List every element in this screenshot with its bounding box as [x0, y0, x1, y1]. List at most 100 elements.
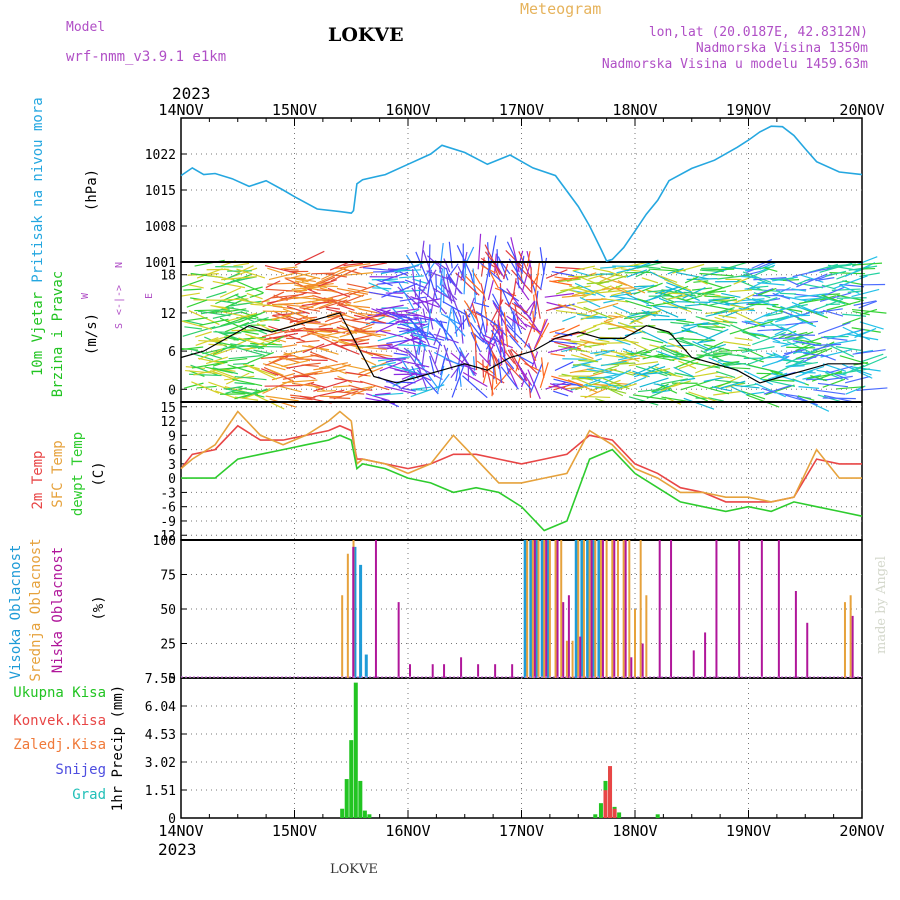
wind-barb — [351, 314, 385, 321]
wind-barb — [786, 346, 816, 349]
wind-barb — [709, 298, 738, 306]
wind-barb — [315, 269, 349, 284]
wind-barb — [271, 310, 303, 321]
wind-barb — [756, 287, 774, 296]
wind-barb — [772, 340, 790, 345]
wind-barb — [785, 320, 819, 326]
wind-barb — [763, 384, 792, 395]
wind-barb — [825, 270, 847, 277]
y-tick-label-clouds: 25 — [160, 638, 176, 653]
wind-barb — [603, 377, 630, 390]
y-tick-label-wind: 18 — [160, 269, 176, 284]
wind-barb — [463, 300, 478, 320]
precip-bar — [349, 740, 354, 818]
wind-barb — [196, 268, 223, 279]
wind-barb — [374, 392, 391, 396]
wind-barb — [280, 266, 298, 270]
wind-barb — [744, 286, 761, 290]
wind-barb — [225, 312, 258, 322]
wind-barb — [439, 356, 446, 376]
wind-barb — [286, 364, 305, 369]
wind-barb — [518, 251, 532, 281]
wind-barb — [569, 285, 595, 294]
wind-barb — [521, 260, 532, 293]
wind-barb — [806, 371, 842, 380]
wind-barb — [570, 354, 596, 362]
wind-barb — [691, 371, 719, 378]
wind-barb — [549, 382, 574, 393]
wind-barb — [491, 376, 494, 397]
wind-barb — [422, 250, 431, 271]
y-tick-label-precip: 0 — [168, 812, 176, 827]
wind-barb — [228, 355, 262, 360]
wind-barb — [198, 348, 223, 360]
wind-barb — [483, 300, 489, 326]
wind-barb — [539, 362, 549, 388]
wind-barb — [512, 310, 515, 327]
wind-barb — [276, 355, 300, 363]
wind-barb — [371, 308, 400, 321]
wind-barb — [722, 320, 738, 324]
wind-barb — [578, 359, 599, 363]
wind-barb — [455, 272, 480, 296]
wind-barb — [593, 383, 608, 386]
wind-barb — [422, 308, 427, 323]
wind-barb — [343, 262, 363, 267]
wind-barb — [291, 272, 311, 279]
wind-barb — [214, 390, 238, 400]
wind-barb — [549, 327, 565, 334]
wind-barb — [695, 362, 719, 374]
wind-barb — [704, 295, 735, 299]
x-tick-label-bottom: 14NOV — [158, 822, 203, 840]
wind-barb — [446, 315, 466, 337]
wind-barb — [392, 313, 420, 317]
wind-barb — [806, 347, 833, 360]
wind-barb — [305, 322, 332, 326]
x-tick-label-bottom: 17NOV — [499, 822, 544, 840]
ylabel-temp-dew: dewpt Temp — [70, 432, 86, 516]
wind-barb — [414, 364, 443, 381]
wind-barb — [680, 377, 696, 382]
wind-barb — [463, 309, 470, 327]
wind-barb — [731, 310, 764, 327]
wind-barb — [182, 317, 208, 322]
wind-barb — [673, 366, 694, 377]
wind-barb — [575, 273, 599, 279]
wind-barb — [842, 326, 871, 341]
wind-barb — [827, 339, 857, 346]
wind-barb — [747, 364, 780, 374]
x-tick-label-bottom: 18NOV — [612, 822, 657, 840]
wind-barb — [752, 266, 774, 270]
wind-barb — [254, 368, 277, 377]
wind-barb — [313, 389, 345, 398]
wind-barb — [221, 298, 249, 301]
wind-barb — [272, 305, 295, 310]
wind-barb — [521, 255, 525, 273]
wind-barb — [494, 262, 506, 279]
compass-n: N — [114, 262, 125, 268]
wind-barb — [195, 331, 212, 338]
wind-barb — [372, 392, 404, 397]
wind-barb — [585, 298, 607, 301]
wind-barb — [569, 367, 596, 374]
wind-barb — [600, 372, 625, 379]
wind-barb — [797, 318, 817, 328]
wind-barb — [256, 318, 280, 321]
wind-barb — [792, 268, 825, 278]
wind-barb — [210, 310, 232, 314]
wind-barb — [561, 347, 578, 353]
wind-barb — [784, 278, 799, 286]
wind-barb — [835, 386, 865, 390]
wind-barb — [311, 272, 335, 275]
wind-barb — [499, 355, 524, 381]
wind-barb — [657, 350, 680, 360]
wind-barb — [848, 265, 878, 271]
wind-barb — [318, 299, 348, 310]
wind-barb — [649, 344, 679, 353]
wind-barb — [670, 321, 690, 325]
wind-barb — [641, 277, 659, 284]
wind-barb — [539, 247, 545, 275]
wind-barb — [324, 272, 347, 278]
wind-barb — [568, 289, 586, 295]
